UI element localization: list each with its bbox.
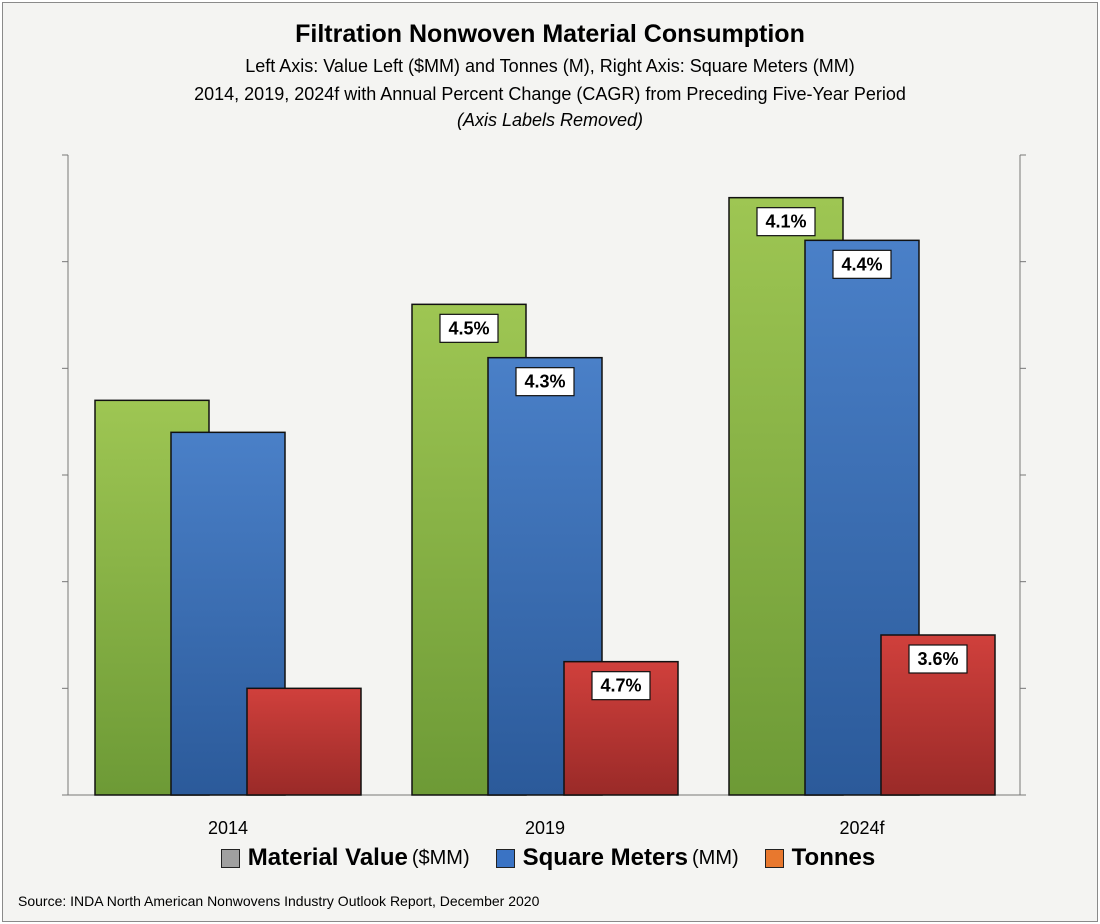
cagr-label-box (515, 367, 575, 397)
x-tick-label: 2014 (208, 818, 248, 838)
legend-item-material-value: Material Value ($MM) (220, 844, 470, 872)
cagr-label-text: 3.6% (917, 649, 958, 669)
x-tick-label: 2024f (839, 818, 885, 838)
chart-subtitle-note: (Axis Labels Removed) (456, 110, 644, 130)
legend-item-tonnes: Tonnes (764, 844, 880, 872)
legend-unit-material-value: ($MM) (411, 846, 470, 869)
bar-tonnes (246, 687, 362, 796)
legend-swatch-material-value (220, 848, 240, 868)
x-tick-label: 2019 (525, 818, 565, 838)
cagr-label-material-value: 4.1% (756, 207, 816, 237)
cagr-label-tonnes: 4.7% (591, 671, 651, 701)
source-note: Source: INDA North American Nonwovens In… (18, 893, 540, 909)
cagr-label-box (591, 671, 651, 701)
chart-title: Filtration Nonwoven Material Consumption (295, 20, 805, 48)
cagr-label-text: 4.4% (841, 254, 882, 274)
cagr-label-box (908, 644, 968, 674)
cagr-label-square-meters: 4.4% (832, 249, 892, 279)
chart-subtitle-axes: Left Axis: Value Left ($MM) and Tonnes (… (245, 56, 855, 76)
legend-label-tonnes: Tonnes (791, 844, 876, 871)
legend-label-square-meters: Square Meters (522, 844, 689, 871)
legend-label-material-value: Material Value (247, 844, 408, 871)
cagr-label-text: 4.7% (600, 676, 641, 696)
cagr-label-material-value: 4.5% (439, 313, 499, 343)
cagr-label-square-meters: 4.3% (515, 367, 575, 397)
cagr-label-tonnes: 3.6% (908, 644, 968, 674)
cagr-label-text: 4.3% (524, 372, 565, 392)
legend-swatch-tonnes (764, 848, 784, 868)
cagr-label-box (832, 249, 892, 279)
cagr-label-text: 4.5% (448, 318, 489, 338)
legend-item-square-meters: Square Meters (MM) (495, 844, 739, 872)
chart-subtitle-period: 2014, 2019, 2024f with Annual Percent Ch… (194, 84, 906, 104)
cagr-label-box (439, 313, 499, 343)
cagr-label-box (756, 207, 816, 237)
legend-swatch-square-meters (495, 848, 515, 868)
cagr-label-text: 4.1% (765, 212, 806, 232)
legend-unit-square-meters: (MM) (692, 846, 739, 869)
legend: Material Value ($MM) Square Meters (MM) … (0, 844, 1100, 872)
